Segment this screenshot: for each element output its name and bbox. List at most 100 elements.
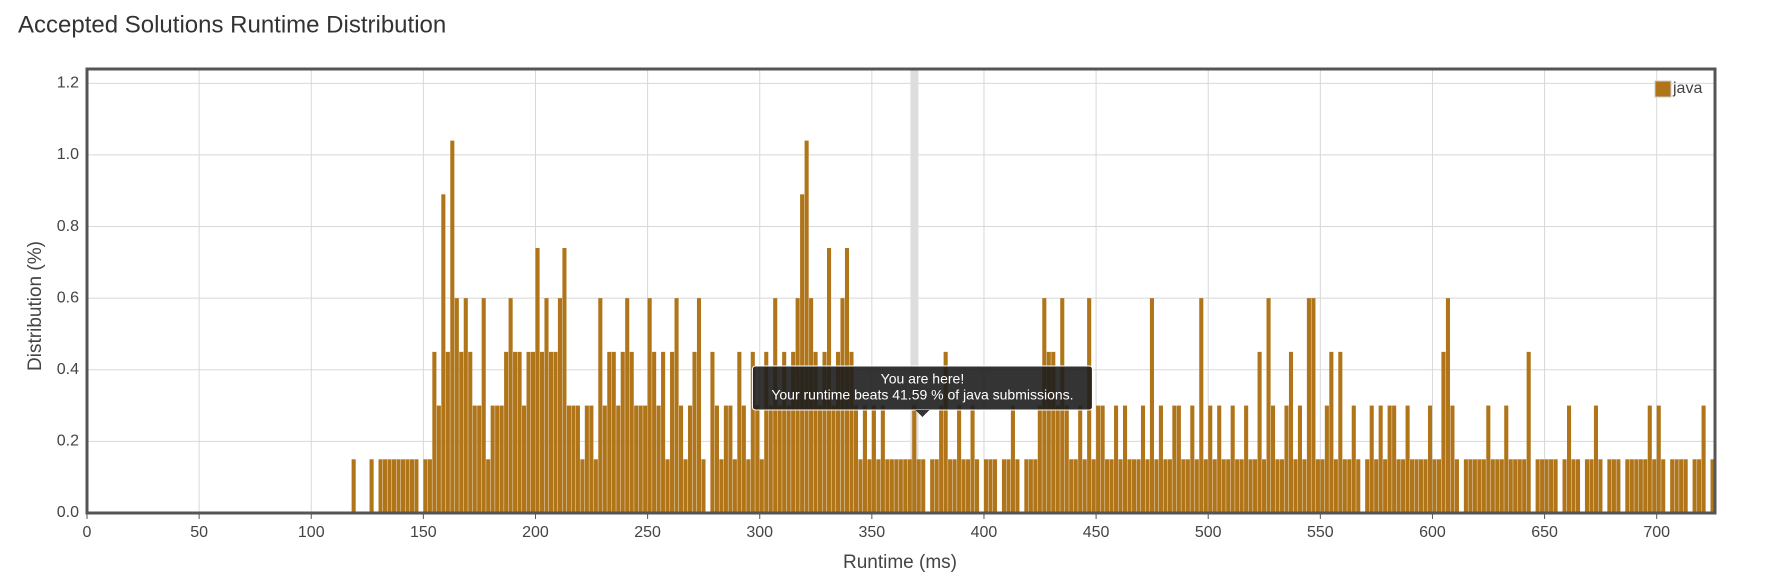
bar <box>777 405 782 513</box>
bar <box>1490 459 1495 513</box>
bar <box>602 405 607 513</box>
bar <box>750 351 755 513</box>
bar <box>804 140 809 513</box>
bar <box>436 405 441 513</box>
bar <box>1324 405 1329 513</box>
bar <box>1176 405 1181 513</box>
bar <box>1172 405 1177 513</box>
bar <box>1598 459 1603 513</box>
bar <box>1158 405 1163 513</box>
bar <box>1652 459 1657 513</box>
bar <box>1454 459 1459 513</box>
bar <box>1647 405 1652 513</box>
bar <box>1486 405 1491 513</box>
tooltip-pointer <box>915 410 930 417</box>
bar <box>1114 405 1119 513</box>
bar <box>1266 298 1271 513</box>
bar <box>930 459 935 513</box>
bar <box>1419 459 1424 513</box>
bar <box>1181 459 1186 513</box>
bar <box>387 459 392 513</box>
bar <box>656 405 661 513</box>
bar <box>1208 405 1213 513</box>
bar <box>1288 351 1294 513</box>
bar <box>1656 405 1661 513</box>
bar <box>1679 459 1684 513</box>
y-tick-label: 0.8 <box>57 218 79 235</box>
bar <box>948 459 953 513</box>
bar <box>1271 405 1276 513</box>
bar <box>1302 459 1307 513</box>
bar <box>1634 459 1639 513</box>
bar <box>791 351 796 513</box>
bar <box>1082 459 1087 513</box>
bar <box>1127 459 1132 513</box>
legend-swatch <box>1654 80 1672 98</box>
bar <box>1262 459 1267 513</box>
bar <box>916 459 921 513</box>
bar <box>1275 459 1280 513</box>
bar <box>1199 298 1204 513</box>
bar <box>1203 459 1208 513</box>
y-tick-label: 0.2 <box>57 433 79 450</box>
plot-frame <box>85 67 1717 515</box>
bar <box>782 351 787 513</box>
x-tick-label: 650 <box>1531 524 1558 541</box>
bar <box>1638 459 1643 513</box>
bar <box>1064 405 1069 513</box>
bar <box>1145 459 1150 513</box>
bar <box>1140 405 1146 513</box>
bar <box>1504 405 1509 513</box>
bar <box>1701 405 1706 513</box>
bar <box>1445 298 1450 513</box>
bar <box>396 459 401 513</box>
y-tick-label: 1.2 <box>57 75 79 92</box>
bar <box>1212 459 1217 513</box>
bar <box>643 405 648 513</box>
x-tick-label: 550 <box>1307 524 1334 541</box>
highlight-band <box>910 69 919 513</box>
bar <box>813 351 818 513</box>
bar <box>1625 459 1630 513</box>
x-tick-label: 50 <box>190 524 208 541</box>
bar <box>1342 459 1347 513</box>
bar <box>1670 459 1675 513</box>
bar <box>1149 298 1154 513</box>
bar <box>1244 405 1249 513</box>
bar <box>383 459 388 513</box>
bar <box>616 405 621 513</box>
bar <box>670 351 675 513</box>
bar <box>539 351 545 513</box>
bar <box>1432 459 1437 513</box>
bar <box>1096 405 1101 513</box>
bar <box>486 459 491 513</box>
bar <box>647 298 652 513</box>
bar <box>1100 405 1105 513</box>
bar <box>1356 459 1361 513</box>
bar <box>1185 459 1190 513</box>
x-tick-label: 200 <box>522 524 549 541</box>
bar <box>391 459 397 513</box>
bar <box>1643 459 1648 513</box>
bar <box>903 459 908 513</box>
bar <box>1710 459 1715 513</box>
bar <box>831 405 836 513</box>
bar <box>1683 459 1688 513</box>
bar <box>1481 459 1486 513</box>
bar <box>1333 459 1338 513</box>
bar <box>1535 459 1540 513</box>
y-axis-label: Distribution (%) <box>25 241 46 371</box>
bar <box>1226 459 1231 513</box>
bar <box>1562 459 1567 513</box>
bar <box>1118 459 1123 513</box>
bar <box>1078 405 1083 513</box>
bar <box>1311 298 1316 513</box>
bar <box>544 298 549 513</box>
chart-title: Accepted Solutions Runtime Distribution <box>18 11 446 38</box>
bar <box>1436 459 1442 513</box>
bar <box>468 351 473 513</box>
bar <box>710 351 715 513</box>
bar <box>714 405 719 513</box>
